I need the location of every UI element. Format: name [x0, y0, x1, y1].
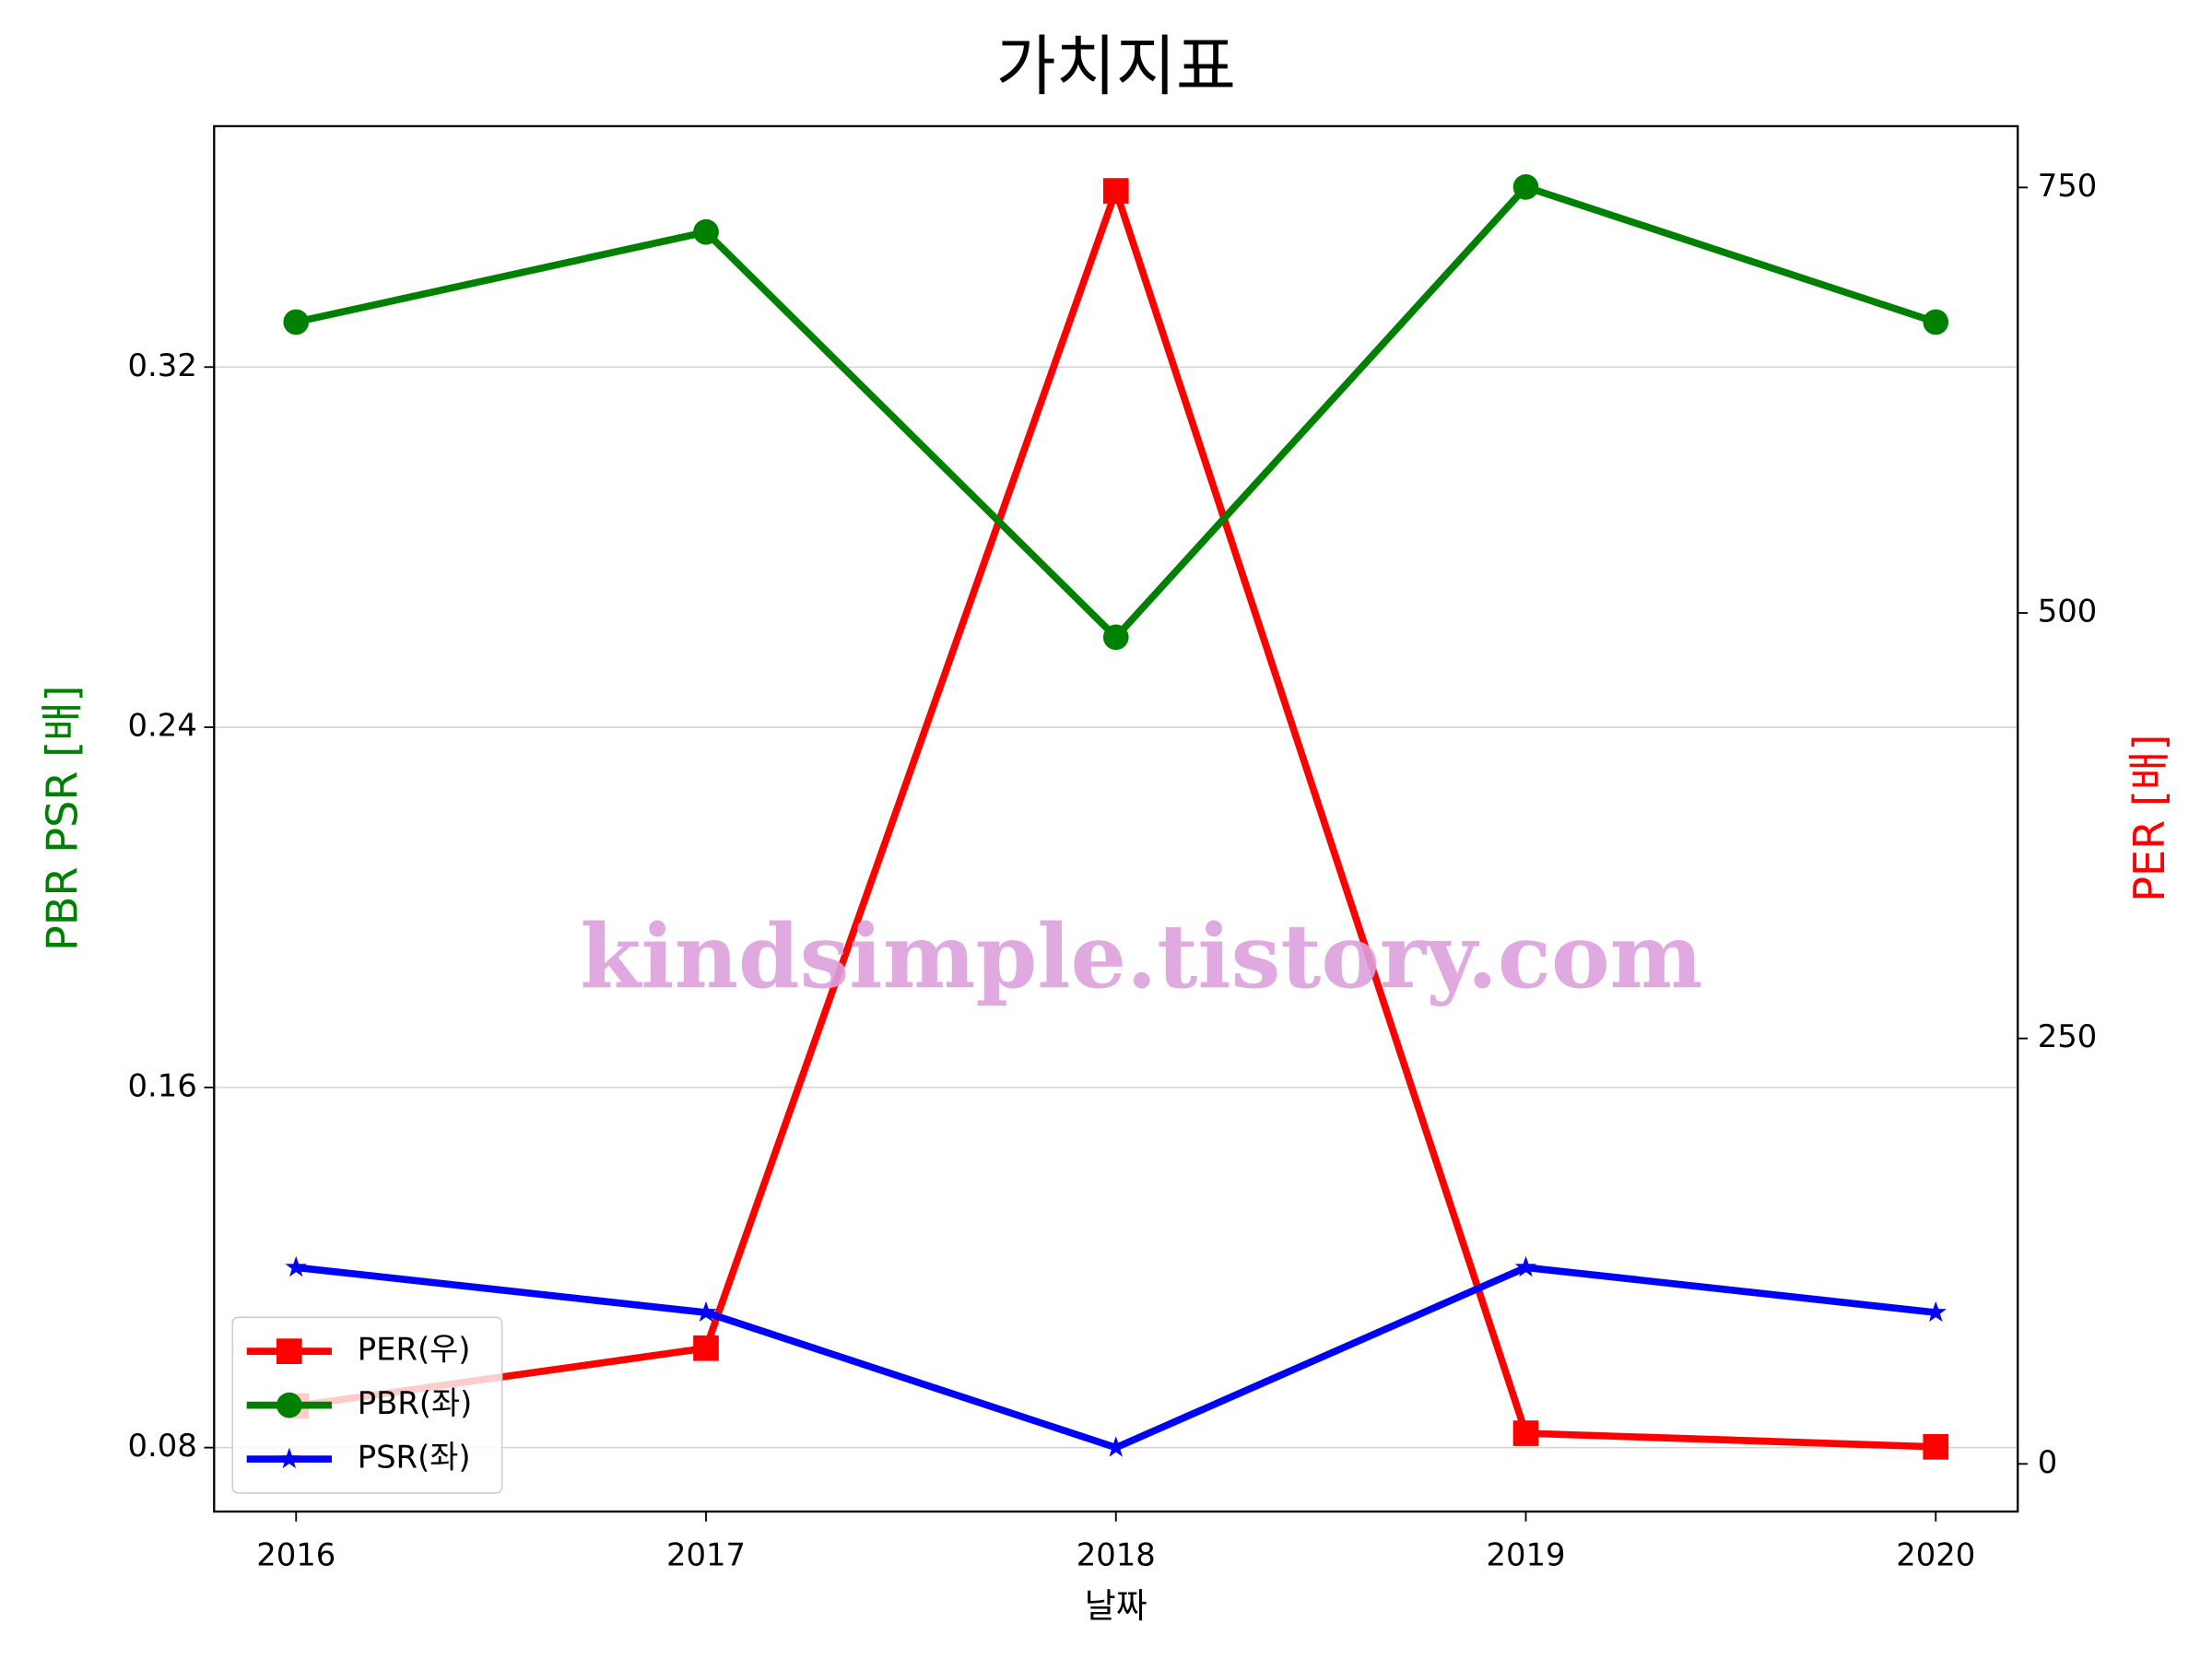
- y2-tick-label: 0: [2038, 1444, 2058, 1480]
- plot-frame: [213, 124, 2019, 1513]
- y-tick-label: 0.08: [128, 1428, 197, 1464]
- y2-tick-label: 500: [2038, 594, 2098, 629]
- marker: [1105, 1436, 1127, 1457]
- marker: [1512, 174, 1539, 200]
- x-tick-label: 2020: [1896, 1537, 1975, 1573]
- marker: [1512, 1420, 1539, 1446]
- y2-tick-label: 750: [2038, 168, 2098, 204]
- legend-marker: [278, 1447, 300, 1469]
- y-tick-label: 0.32: [128, 347, 197, 383]
- marker: [695, 1300, 717, 1322]
- legend-label: PSR(좌): [358, 1440, 471, 1476]
- x-tick-label: 2018: [1077, 1537, 1156, 1573]
- legend-marker: [276, 1338, 302, 1364]
- x-tick-label: 2016: [256, 1537, 335, 1573]
- x-axis-label: 날짜: [1085, 1586, 1147, 1626]
- x-tick-label: 2017: [666, 1537, 746, 1573]
- legend: PER(우) PBR(좌) PSR(좌): [231, 1316, 503, 1494]
- chart-title: 가치지표: [996, 28, 1236, 104]
- y-tick-label: 0.16: [128, 1067, 197, 1103]
- watermark: kindsimple.tistory.com: [580, 905, 1702, 1008]
- y-axis-label: PBR PSR [배]: [37, 685, 87, 951]
- y-tick-label: 0.24: [128, 708, 197, 744]
- marker: [1924, 1300, 1947, 1322]
- y2-tick-label: 250: [2038, 1018, 2098, 1054]
- marker: [1102, 178, 1129, 204]
- legend-label: PBR(좌): [358, 1385, 473, 1421]
- marker: [1102, 624, 1129, 651]
- y2-axis-label: PER [배]: [2124, 735, 2174, 902]
- marker: [283, 309, 310, 335]
- marker: [285, 1255, 307, 1277]
- legend-marker: [276, 1392, 302, 1418]
- marker: [693, 218, 719, 245]
- x-tick-label: 2019: [1486, 1537, 1565, 1573]
- legend-label: PER(우): [358, 1332, 471, 1368]
- marker: [1923, 1433, 1949, 1460]
- marker: [1514, 1255, 1537, 1277]
- marker: [1923, 309, 1949, 335]
- marker: [693, 1335, 719, 1361]
